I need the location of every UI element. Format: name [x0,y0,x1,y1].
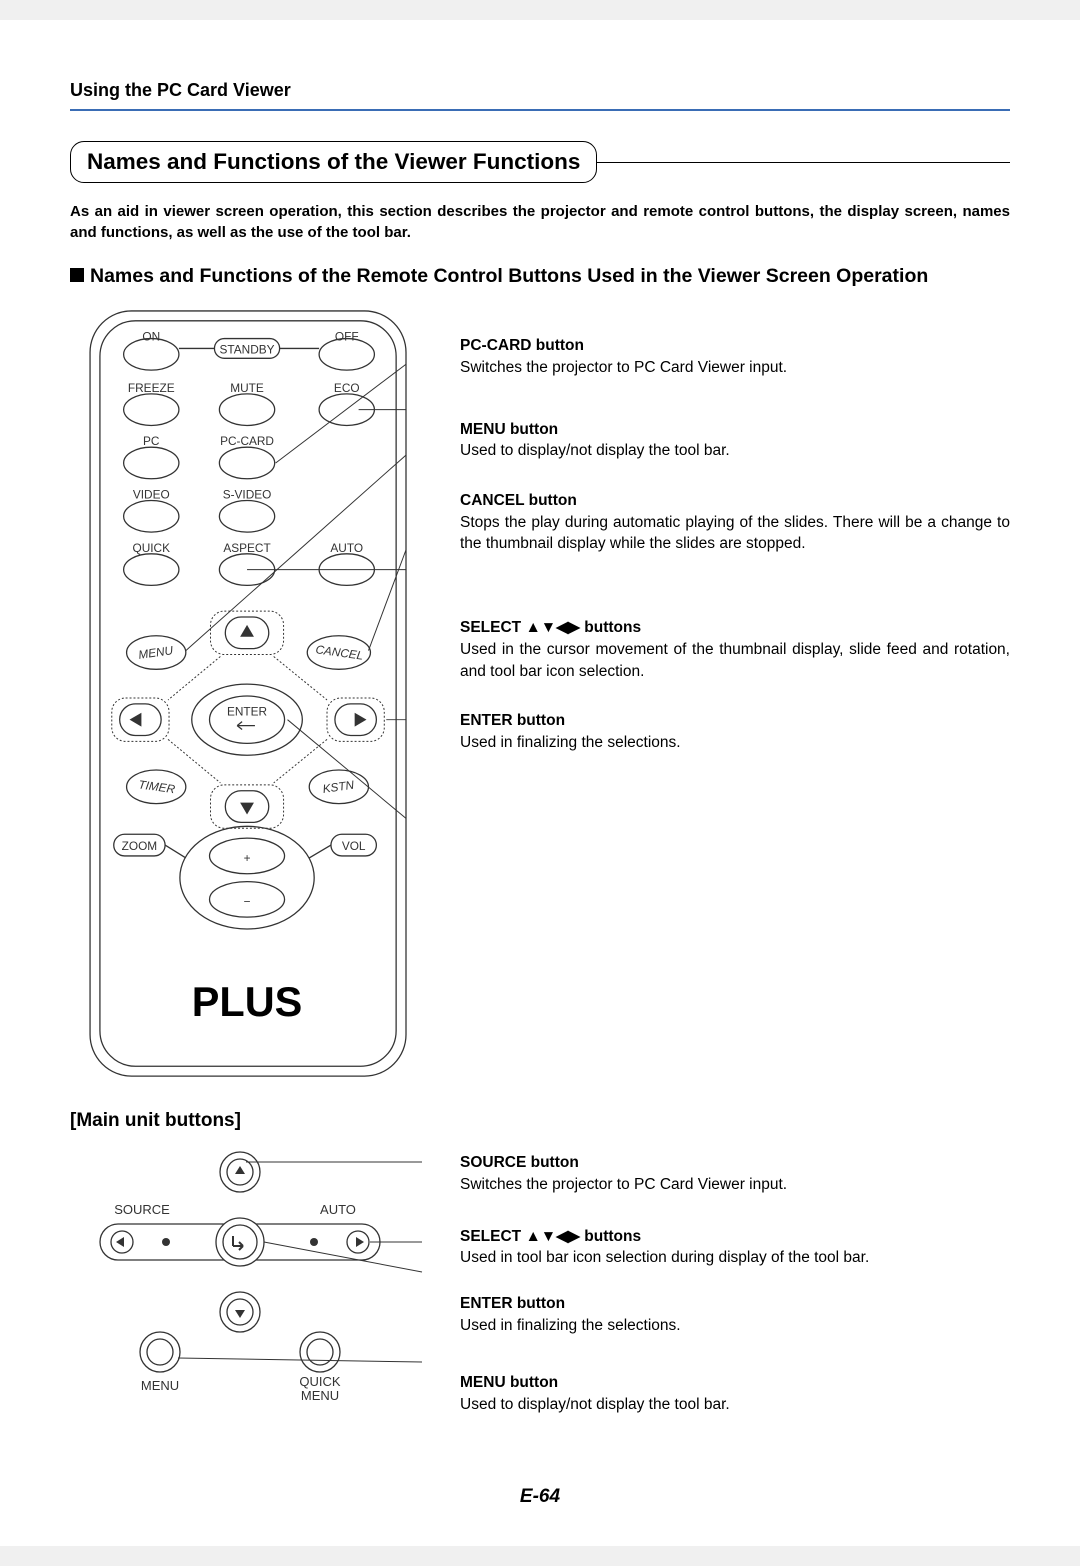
page: Using the PC Card Viewer Names and Funct… [0,20,1080,1546]
svg-text:STANDBY: STANDBY [220,343,275,357]
mu-desc-menu: MENU button Used to display/not display … [460,1372,1010,1415]
main-unit-svg: .ms{stroke:#333;stroke-width:1.3;fill:#f… [70,1142,430,1402]
svg-text:PLUS: PLUS [192,978,303,1025]
svg-text:ZOOM: ZOOM [122,839,157,853]
svg-text:AUTO: AUTO [320,1202,356,1217]
svg-text:S-VIDEO: S-VIDEO [223,488,272,502]
mu-desc-source: SOURCE button Switches the projector to … [460,1152,1010,1195]
svg-text:SOURCE: SOURCE [114,1202,170,1217]
svg-text:MUTE: MUTE [230,381,264,395]
svg-text:ASPECT: ASPECT [223,541,270,555]
remote-svg: .st{stroke:#333;stroke-width:1.3;fill:no… [70,305,430,1085]
intro-paragraph: As an aid in viewer screen operation, th… [70,201,1010,243]
svg-text:VIDEO: VIDEO [133,488,170,502]
remote-section: .st{stroke:#333;stroke-width:1.3;fill:no… [70,305,1010,1090]
square-bullet-icon [70,268,84,282]
mu-desc-select: SELECT ▲▼◀▶ buttons Used in tool bar ico… [460,1226,1010,1269]
subsection-title-text: Names and Functions of the Remote Contro… [90,265,928,287]
svg-text:AUTO: AUTO [330,541,363,555]
desc-select: SELECT ▲▼◀▶ buttons Used in the cursor m… [460,617,1010,682]
svg-text:ECO: ECO [334,381,360,395]
svg-text:ON: ON [142,330,160,344]
svg-text:+: + [244,851,251,865]
remote-descriptions: PC-CARD button Switches the projector to… [460,305,1010,1090]
remote-diagram: .st{stroke:#333;stroke-width:1.3;fill:no… [70,305,430,1090]
svg-text:ENTER: ENTER [227,705,267,719]
svg-text:VOL: VOL [342,839,366,853]
main-unit-diagram: .ms{stroke:#333;stroke-width:1.3;fill:#f… [70,1142,430,1440]
page-number: E-64 [0,1486,1080,1508]
desc-cancel: CANCEL button Stops the play during auto… [460,490,1010,555]
svg-text:−: − [244,895,251,909]
svg-text:FREEZE: FREEZE [128,381,175,395]
desc-enter: ENTER button Used in finalizing the sele… [460,710,1010,753]
svg-text:OFF: OFF [335,330,359,344]
main-unit-descriptions: SOURCE button Switches the projector to … [460,1142,1010,1440]
page-title: Names and Functions of the Viewer Functi… [70,141,597,183]
svg-text:QUICK: QUICK [299,1374,341,1389]
main-unit-title: [Main unit buttons] [70,1110,1010,1132]
subsection-title: Names and Functions of the Remote Contro… [70,263,1010,289]
svg-text:PC-CARD: PC-CARD [220,435,274,449]
svg-text:MENU: MENU [301,1388,339,1402]
desc-pccard: PC-CARD button Switches the projector to… [460,335,1010,378]
section-header: Using the PC Card Viewer [70,80,1010,111]
main-unit-section: .ms{stroke:#333;stroke-width:1.3;fill:#f… [70,1142,1010,1440]
svg-text:QUICK: QUICK [133,541,171,555]
svg-text:PC: PC [143,435,160,449]
title-row: Names and Functions of the Viewer Functi… [70,141,1010,183]
mu-desc-enter: ENTER button Used in finalizing the sele… [460,1293,1010,1336]
svg-text:MENU: MENU [141,1378,179,1393]
desc-menu: MENU button Used to display/not display … [460,419,1010,462]
